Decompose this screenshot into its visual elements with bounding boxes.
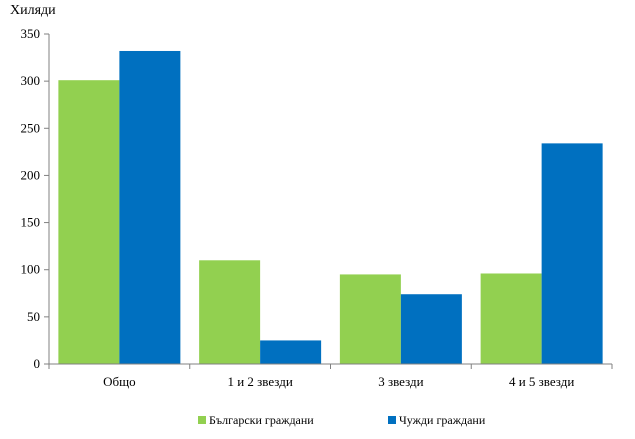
y-tick-label: 250 xyxy=(21,120,41,135)
bar xyxy=(58,80,120,364)
bar xyxy=(480,273,542,364)
bar xyxy=(199,260,261,364)
unit-label: Хиляди xyxy=(10,3,56,18)
y-tick-label: 150 xyxy=(21,215,41,230)
y-tick-label: 200 xyxy=(21,167,41,182)
legend-label: Български граждани xyxy=(209,413,314,427)
x-tick-label: 4 и 5 звезди xyxy=(509,374,574,389)
bar xyxy=(119,50,181,364)
x-axis: Общо 1 и 2 звезди 3 звезди 4 и 5 звезди xyxy=(48,363,613,389)
bar xyxy=(541,143,603,364)
x-tick-label: Общо xyxy=(103,374,136,389)
legend-swatch xyxy=(198,416,206,424)
y-tick-label: 350 xyxy=(21,26,41,41)
bar xyxy=(260,340,322,364)
y-axis: 0 50 100 150 200 250 300 350 xyxy=(21,26,50,371)
y-tick-label: 100 xyxy=(21,262,41,277)
x-tick-label: 3 звезди xyxy=(378,374,423,389)
y-tick-label: 300 xyxy=(21,73,41,88)
y-tick-label: 50 xyxy=(27,309,40,324)
x-tick-label: 1 и 2 звезди xyxy=(227,374,292,389)
bar xyxy=(400,294,462,364)
bars xyxy=(58,50,603,364)
legend: Български граждани Чужди граждани xyxy=(198,413,486,427)
y-tick-label: 0 xyxy=(34,356,41,371)
legend-label: Чужди граждани xyxy=(399,413,486,427)
legend-swatch xyxy=(388,416,396,424)
bar xyxy=(339,274,401,364)
